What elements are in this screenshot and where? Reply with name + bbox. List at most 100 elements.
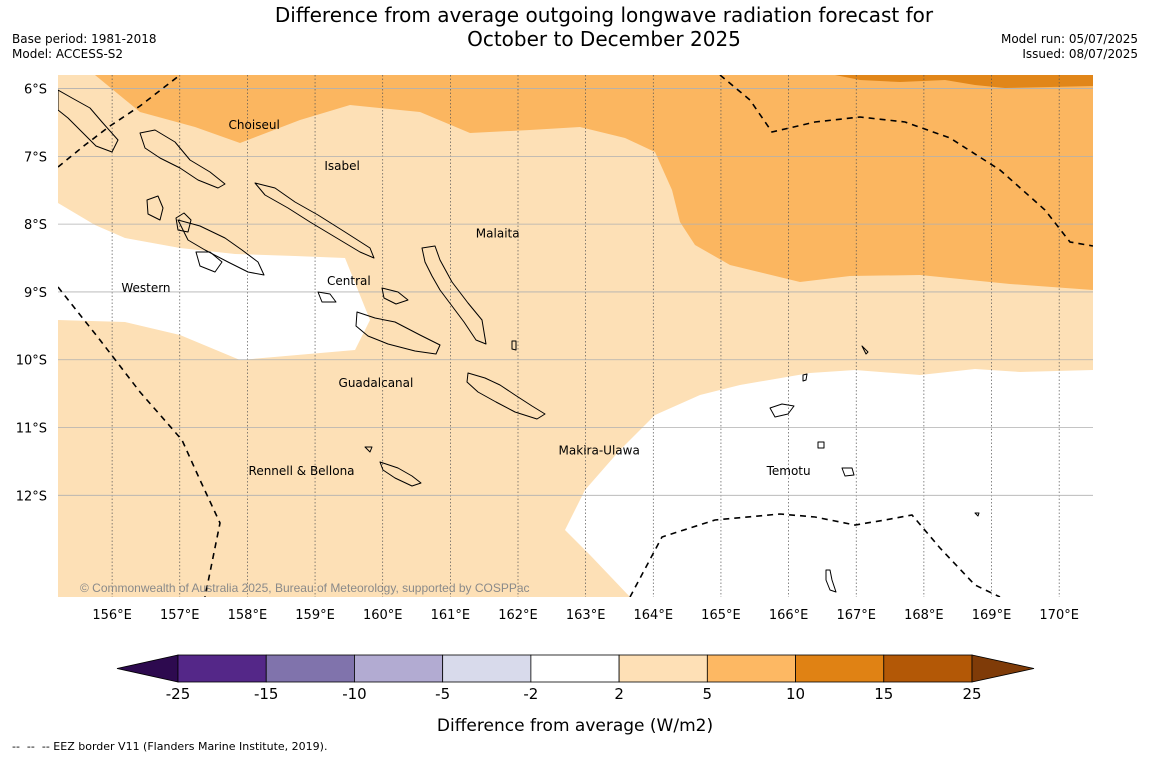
province-label: Makira-Ulawa: [559, 444, 640, 458]
island-rendova: [195, 251, 223, 273]
lon-tick-label: 156°E: [92, 608, 132, 623]
lat-tick-label: 10°S: [16, 354, 47, 369]
island-anuta: [825, 569, 837, 593]
issued-date: Issued: 08/07/2025: [1022, 47, 1138, 61]
graticule: [58, 75, 1093, 597]
lon-tick-label: 170°E: [1039, 608, 1079, 623]
island-new-georgia: [177, 219, 265, 276]
province-label: Temotu: [766, 464, 811, 478]
colorbar-segment: [177, 654, 267, 683]
island-malaita: [421, 245, 487, 345]
anomaly-5-10-region: [95, 75, 1093, 290]
province-label: Malaita: [476, 227, 520, 241]
island-reef-islands: [802, 373, 808, 382]
colorbar-segment: [883, 654, 973, 683]
island-guadalcanal: [355, 311, 441, 355]
lon-tick-label: 163°E: [566, 608, 606, 623]
base-period: Base period: 1981-2018: [12, 32, 157, 46]
colorbar-tick-label: 5: [703, 685, 713, 703]
colorbar-segment: [795, 654, 885, 683]
lon-tick-label: 164°E: [634, 608, 674, 623]
copyright-notice: © Commonwealth of Australia 2025, Bureau…: [80, 581, 530, 595]
province-label: Choiseul: [229, 118, 280, 132]
colorbar-tick-label: 25: [962, 685, 981, 703]
colorbar-segment: [530, 654, 620, 683]
eez-footnote: -- -- -- EEZ border V11 (Flanders Marine…: [12, 740, 328, 753]
colorbar-tick-label: -25: [166, 685, 191, 703]
lon-tick-label: 168°E: [904, 608, 944, 623]
lon-tick-label: 160°E: [363, 608, 403, 623]
colorbar-tick-label: 2: [614, 685, 624, 703]
colorbar-segment: [618, 654, 708, 683]
island-bougainville-tip: [58, 89, 119, 153]
province-label: Rennell & Bellona: [249, 464, 355, 478]
island-kolombangara: [175, 212, 192, 233]
lat-tick-label: 12°S: [16, 489, 47, 504]
lon-tick-label: 167°E: [836, 608, 876, 623]
title-line-2: October to December 2025: [467, 27, 741, 51]
lon-tick-label: 161°E: [431, 608, 471, 623]
island-vella-lavella: [146, 195, 164, 221]
lat-tick-label: 6°S: [24, 83, 47, 98]
colorbar-tick-label: 10: [786, 685, 805, 703]
eez-line-south: [629, 513, 1001, 597]
lon-tick-label: 159°E: [295, 608, 335, 623]
model-info: Base period: 1981-2018 Model: ACCESS-S2: [12, 32, 157, 62]
province-label: Western: [121, 281, 170, 295]
island-ulawa: [511, 340, 517, 351]
colorbar-extend-high: [971, 654, 1035, 683]
islands: [58, 89, 980, 593]
island-vanikoro: [841, 467, 855, 477]
island-bellona: [364, 446, 373, 453]
model-run-date: Model run: 05/07/2025: [1000, 32, 1138, 46]
island-nggela: [381, 287, 409, 305]
province-label: Isabel: [324, 159, 359, 173]
island-rennell: [379, 461, 422, 487]
run-info: Model run: 05/07/2025 Issued: 08/07/2025: [1001, 32, 1138, 62]
island-choiseul: [139, 129, 226, 189]
colorbar-tick-label: -2: [523, 685, 538, 703]
lon-tick-label: 165°E: [701, 608, 741, 623]
anomaly-10-15-region: [835, 75, 1093, 88]
axis-labels: 156°E 157°E 158°E 159°E 160°E 161°E 162°E 163°E…: [16, 83, 1079, 623]
island-makira: [466, 372, 546, 420]
eez-line-north-west: [58, 75, 181, 168]
island-russell: [317, 291, 337, 303]
lat-tick-label: 9°S: [24, 286, 47, 301]
eez-line-west: [58, 286, 221, 597]
lat-tick-label: 8°S: [24, 218, 47, 233]
province-labels: Choiseul Isabel Malaita Western Central Guada…: [121, 118, 810, 478]
anomaly-neutral-region-west: [58, 203, 370, 360]
island-isabel: [254, 182, 375, 259]
colorbar-tick-label: -15: [254, 685, 279, 703]
colorbar-segment: [354, 654, 444, 683]
lat-tick-label: 11°S: [16, 422, 47, 437]
colorbar-label: Difference from average (W/m2): [436, 716, 714, 736]
colorbar-tick-label: -10: [342, 685, 367, 703]
anomaly-neutral-region-east: [565, 369, 1093, 597]
province-label: Guadalcanal: [339, 376, 414, 390]
colorbar-tick-label: 15: [874, 685, 893, 703]
model-name: Model: ACCESS-S2: [12, 47, 124, 61]
lon-tick-label: 157°E: [160, 608, 200, 623]
island-utupua: [817, 441, 825, 449]
eez-borders: [58, 75, 1093, 597]
colorbar-extend-low: [116, 654, 179, 683]
colorbar: -25 -15 -10 -5 -2 2 5 10 15 25: [116, 654, 1035, 703]
chart-title: Difference from average outgoing longwav…: [200, 3, 1008, 51]
lon-tick-label: 162°E: [498, 608, 538, 623]
island-duff: [861, 345, 869, 355]
colorbar-tick-label: -5: [435, 685, 450, 703]
island-tikopia: [974, 512, 980, 517]
colorbar-segment: [442, 654, 532, 683]
colorbar-segment: [706, 654, 796, 683]
colorbar-segment: [265, 654, 355, 683]
lat-tick-label: 7°S: [24, 150, 47, 165]
eez-line-north-east: [719, 75, 1093, 247]
lon-tick-label: 169°E: [972, 608, 1012, 623]
province-label: Central: [327, 274, 371, 288]
lon-tick-label: 158°E: [228, 608, 268, 623]
map-panel: © Commonwealth of Australia 2025, Bureau…: [58, 75, 1093, 597]
lon-tick-label: 166°E: [769, 608, 809, 623]
island-santa-cruz: [769, 403, 795, 418]
